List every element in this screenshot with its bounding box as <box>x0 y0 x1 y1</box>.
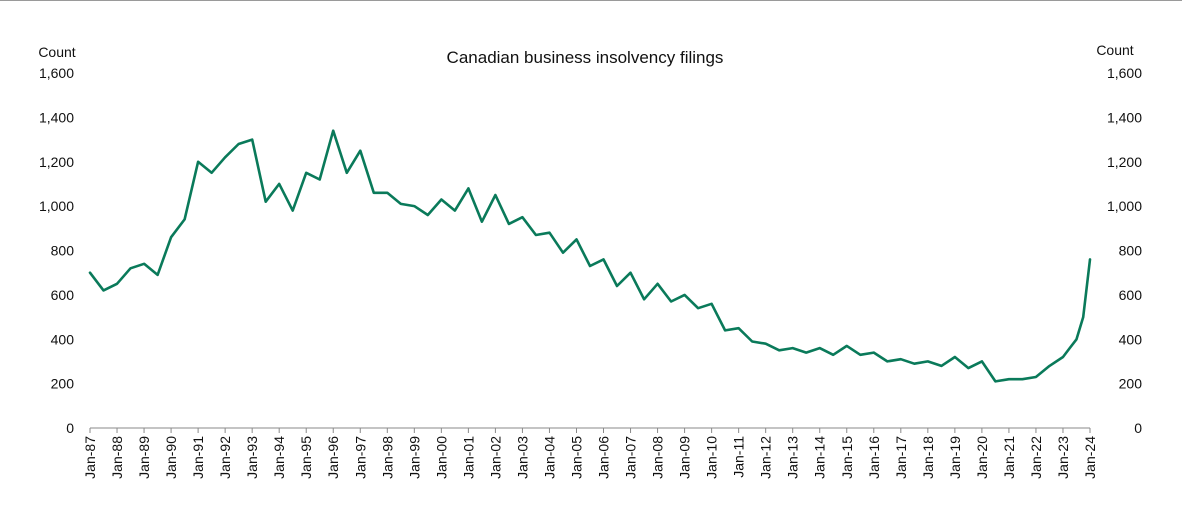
x-tick-label: Jan-88 <box>109 436 125 479</box>
x-tick-label: Jan-99 <box>406 436 422 479</box>
x-tick-label: Jan-09 <box>677 436 693 479</box>
x-tick-label: Jan-93 <box>244 436 260 479</box>
y-tick-label-right: 1,600 <box>1107 65 1142 81</box>
x-tick-label: Jan-94 <box>271 436 287 479</box>
x-tick-label: Jan-21 <box>1001 436 1017 479</box>
x-tick-label: Jan-02 <box>487 436 503 479</box>
right-axis-unit-label: Count <box>1096 42 1133 58</box>
x-tick-label: Jan-05 <box>568 436 584 479</box>
y-tick-label-right: 600 <box>1119 287 1143 303</box>
x-tick-label: Jan-11 <box>731 436 747 478</box>
y-tick-label-right: 0 <box>1134 420 1142 436</box>
y-tick-label-right: 800 <box>1119 243 1143 259</box>
x-tick-label: Jan-23 <box>1055 436 1071 479</box>
x-tick-label: Jan-00 <box>433 436 449 479</box>
x-tick-label: Jan-92 <box>217 436 233 479</box>
x-tick-label: Jan-17 <box>893 436 909 479</box>
chart-title: Canadian business insolvency filings <box>447 48 724 67</box>
x-tick-label: Jan-90 <box>163 436 179 479</box>
x-tick-label: Jan-18 <box>920 436 936 479</box>
x-tick-label: Jan-19 <box>947 436 963 479</box>
x-tick-label: Jan-24 <box>1082 436 1098 479</box>
y-tick-label-left: 0 <box>66 420 74 436</box>
series-line <box>88 129 1092 383</box>
x-tick-label: Jan-89 <box>136 436 152 479</box>
y-tick-label-left: 1,200 <box>39 154 74 170</box>
x-tick-label: Jan-87 <box>82 436 98 479</box>
y-tick-label-left: 600 <box>51 287 75 303</box>
x-tick-label: Jan-15 <box>839 436 855 479</box>
x-tick-label: Jan-96 <box>325 436 341 479</box>
x-tick-label: Jan-16 <box>866 436 882 479</box>
y-tick-label-left: 800 <box>51 243 75 259</box>
y-tick-label-left: 1,600 <box>39 65 74 81</box>
y-tick-label-right: 200 <box>1119 376 1143 392</box>
y-tick-label-right: 1,000 <box>1107 198 1142 214</box>
series-group <box>88 129 1092 383</box>
left-y-axis: 0 200 400 600 800 1,000 1,200 1,400 1,600 <box>39 65 74 436</box>
y-tick-label-left: 200 <box>51 376 75 392</box>
x-tick-label: Jan-95 <box>298 436 314 479</box>
x-tick-label: Jan-06 <box>596 436 612 479</box>
x-tick-label: Jan-01 <box>460 436 476 479</box>
x-tick-label: Jan-14 <box>812 436 828 479</box>
x-tick-label: Jan-91 <box>190 436 206 479</box>
x-tick-label: Jan-08 <box>650 436 666 479</box>
right-y-axis: 0 200 400 600 800 1,000 1,200 1,400 1,600 <box>1107 65 1142 436</box>
x-tick-label: Jan-04 <box>541 436 557 479</box>
x-tick-label: Jan-20 <box>974 436 990 479</box>
y-tick-label-right: 400 <box>1119 331 1143 347</box>
x-tick-label: Jan-97 <box>352 436 368 479</box>
x-tick-label: Jan-10 <box>704 436 720 479</box>
x-tick-label: Jan-07 <box>623 436 639 479</box>
y-tick-label-right: 1,400 <box>1107 109 1142 125</box>
left-axis-unit-label: Count <box>38 44 75 60</box>
x-tick-label: Jan-12 <box>758 436 774 479</box>
x-tick-label: Jan-98 <box>379 436 395 479</box>
y-tick-label-left: 1,000 <box>39 198 74 214</box>
x-tick-label: Jan-03 <box>514 436 530 479</box>
y-tick-label-left: 400 <box>51 331 75 347</box>
x-tick-label: Jan-22 <box>1028 436 1044 479</box>
x-tick-label: Jan-13 <box>785 436 801 479</box>
y-tick-label-right: 1,200 <box>1107 154 1142 170</box>
y-tick-label-left: 1,400 <box>39 109 74 125</box>
x-axis: Jan-87 Jan-88 Jan-89 Jan-90 Jan-91 Jan-92 Jan-… <box>82 427 1098 479</box>
